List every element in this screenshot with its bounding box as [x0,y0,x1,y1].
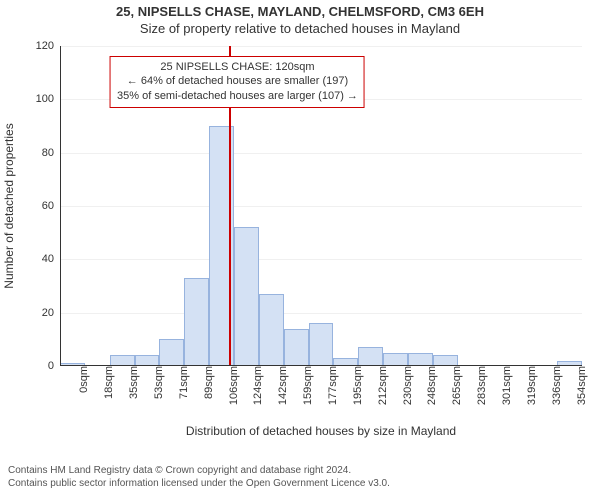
y-tick-label: 120 [36,40,60,52]
annotation-box: 25 NIPSELLS CHASE: 120sqm ← 64% of detac… [110,56,365,109]
y-tick-label: 0 [48,360,60,372]
chart-root: { "title": { "line1": "25, NIPSELLS CHAS… [0,0,600,500]
gridline [60,313,582,314]
x-tick-label: 142sqm [275,366,289,405]
attribution-line-1: Contains HM Land Registry data © Crown c… [8,464,600,477]
y-tick-label: 40 [42,253,60,265]
y-axis-line [60,46,61,366]
x-tick-label: 336sqm [549,366,563,405]
histogram-bar [159,339,184,366]
histogram-bar [234,227,259,366]
page-title-line2: Size of property relative to detached ho… [0,21,600,36]
x-tick-label: 301sqm [499,366,513,405]
y-tick-label: 20 [42,307,60,319]
y-axis-label: Number of detached properties [2,123,16,288]
histogram-bar [184,278,209,366]
histogram-bar [259,294,284,366]
annotation-line-3: 35% of semi-detached houses are larger (… [117,89,358,104]
y-tick-label: 60 [42,200,60,212]
histogram-bar [408,353,433,366]
y-tick-label: 80 [42,147,60,159]
x-tick-label: 212sqm [375,366,389,405]
attribution-line-2: Contains public sector information licen… [8,477,600,490]
gridline [60,259,582,260]
annotation-line-2: ← 64% of detached houses are smaller (19… [117,74,358,89]
x-tick-label: 35sqm [126,366,140,399]
page-title-line1: 25, NIPSELLS CHASE, MAYLAND, CHELMSFORD,… [0,4,600,19]
x-tick-label: 71sqm [176,366,190,399]
histogram-bar [358,347,383,366]
x-tick-label: 53sqm [151,366,165,399]
attribution-text: Contains HM Land Registry data © Crown c… [0,464,600,490]
histogram-bar [383,353,408,366]
histogram-bar [284,329,309,366]
x-tick-label: 283sqm [474,366,488,405]
gridline [60,46,582,47]
x-tick-label: 106sqm [226,366,240,405]
x-axis-label: Distribution of detached houses by size … [60,424,582,438]
x-tick-label: 0sqm [76,366,90,393]
x-tick-label: 159sqm [300,366,314,405]
y-tick-label: 100 [36,93,60,105]
x-tick-label: 354sqm [574,366,588,405]
x-tick-label: 124sqm [250,366,264,405]
x-tick-label: 265sqm [449,366,463,405]
x-tick-label: 230sqm [400,366,414,405]
annotation-line-1: 25 NIPSELLS CHASE: 120sqm [117,60,358,75]
x-tick-label: 248sqm [424,366,438,405]
x-tick-label: 319sqm [524,366,538,405]
x-tick-label: 195sqm [350,366,364,405]
x-tick-label: 89sqm [201,366,215,399]
x-tick-label: 18sqm [101,366,115,399]
gridline [60,153,582,154]
plot-area: 020406080100120 0sqm18sqm35sqm53sqm71sqm… [60,46,582,366]
x-tick-label: 177sqm [325,366,339,405]
histogram-bar [309,323,334,366]
gridline [60,206,582,207]
